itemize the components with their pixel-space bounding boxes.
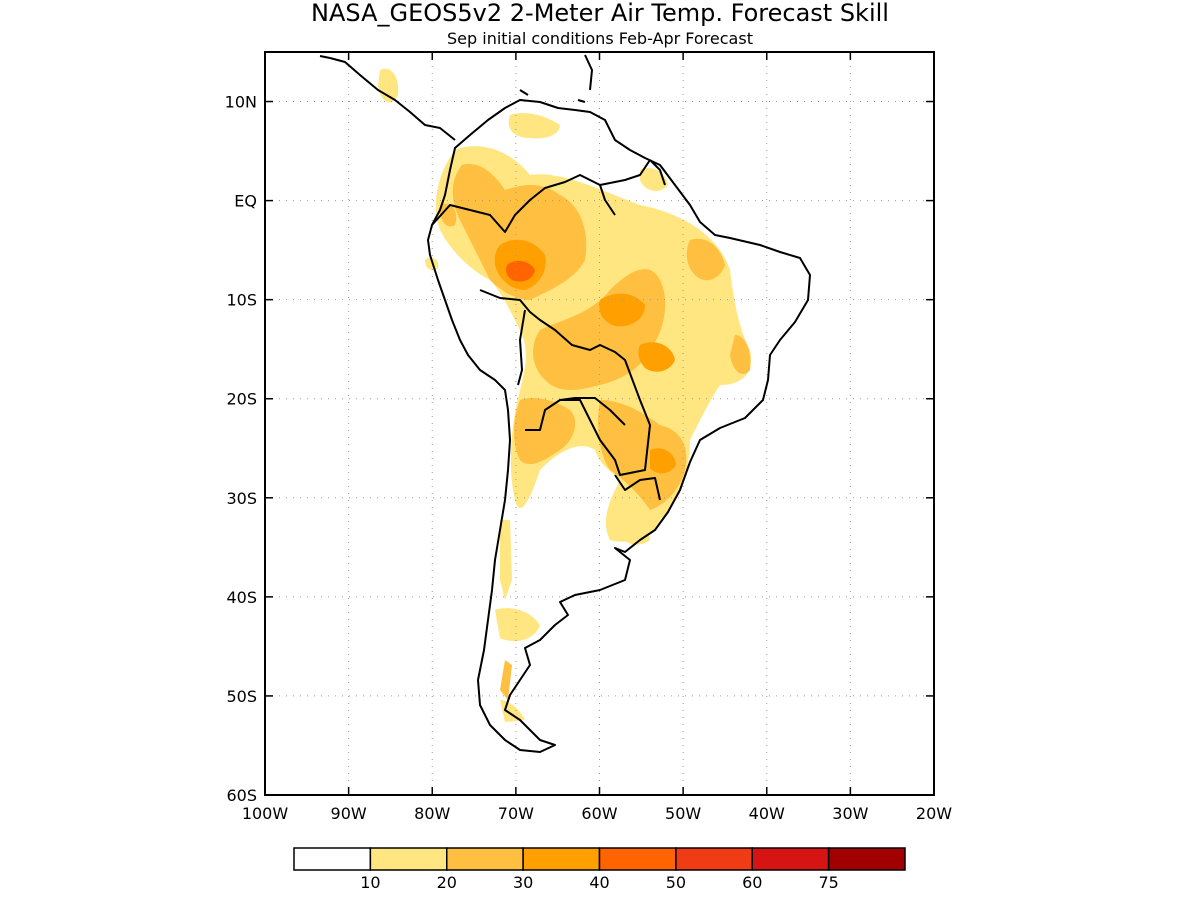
colorbar-swatch: [598, 847, 677, 871]
lat-label: 30S: [226, 489, 257, 508]
colorbar-swatch: [751, 847, 830, 871]
lon-label: 90W: [331, 804, 367, 823]
colorbar-tick-label: 60: [742, 873, 762, 892]
lon-label: 40W: [749, 804, 785, 823]
lat-label: 10N: [225, 93, 257, 112]
colorbar-swatch: [293, 847, 372, 871]
skill-shading: [378, 68, 752, 722]
colorbar-swatch: [675, 847, 753, 871]
lon-label: 100W: [242, 804, 289, 823]
colorbar-tick-label: 30: [513, 873, 533, 892]
colorbar: [293, 847, 906, 871]
colorbar-swatch: [827, 847, 906, 871]
colorbar-tick-label: 20: [437, 873, 457, 892]
map-axis-ticks: [264, 52, 935, 796]
latitude-labels: 10N EQ 10S 20S 30S 40S 50S 60S: [225, 93, 257, 805]
colorbar-swatch: [522, 847, 601, 871]
lon-label: 50W: [665, 804, 701, 823]
colorbar-swatch: [369, 847, 448, 871]
lat-label: 40S: [226, 588, 257, 607]
colorbar-swatch: [446, 847, 524, 871]
colorbar-tick-label: 50: [666, 873, 686, 892]
lat-label: EQ: [234, 192, 257, 211]
colorbar-tick-label: 10: [360, 873, 380, 892]
lon-label: 80W: [414, 804, 450, 823]
colorbar-labels: 10 20 30 40 50 60 75: [360, 873, 839, 892]
lon-label: 70W: [498, 804, 534, 823]
lat-label: 20S: [226, 390, 257, 409]
map-grid: [265, 52, 934, 795]
map-subtitle: Sep initial conditions Feb-Apr Forecast: [447, 29, 753, 48]
lat-label: 10S: [226, 291, 257, 310]
longitude-labels: 100W 90W 80W 70W 60W 50W 40W 30W 20W: [242, 804, 952, 823]
lon-label: 20W: [916, 804, 952, 823]
map-title: NASA_GEOS5v2 2-Meter Air Temp. Forecast …: [311, 0, 889, 27]
colorbar-tick-label: 40: [589, 873, 609, 892]
coastlines: [319, 54, 811, 753]
lat-label: 50S: [226, 687, 257, 706]
colorbar-tick-label: 75: [818, 873, 838, 892]
lat-label: 60S: [226, 786, 257, 805]
lon-label: 30W: [832, 804, 868, 823]
lon-label: 60W: [581, 804, 617, 823]
